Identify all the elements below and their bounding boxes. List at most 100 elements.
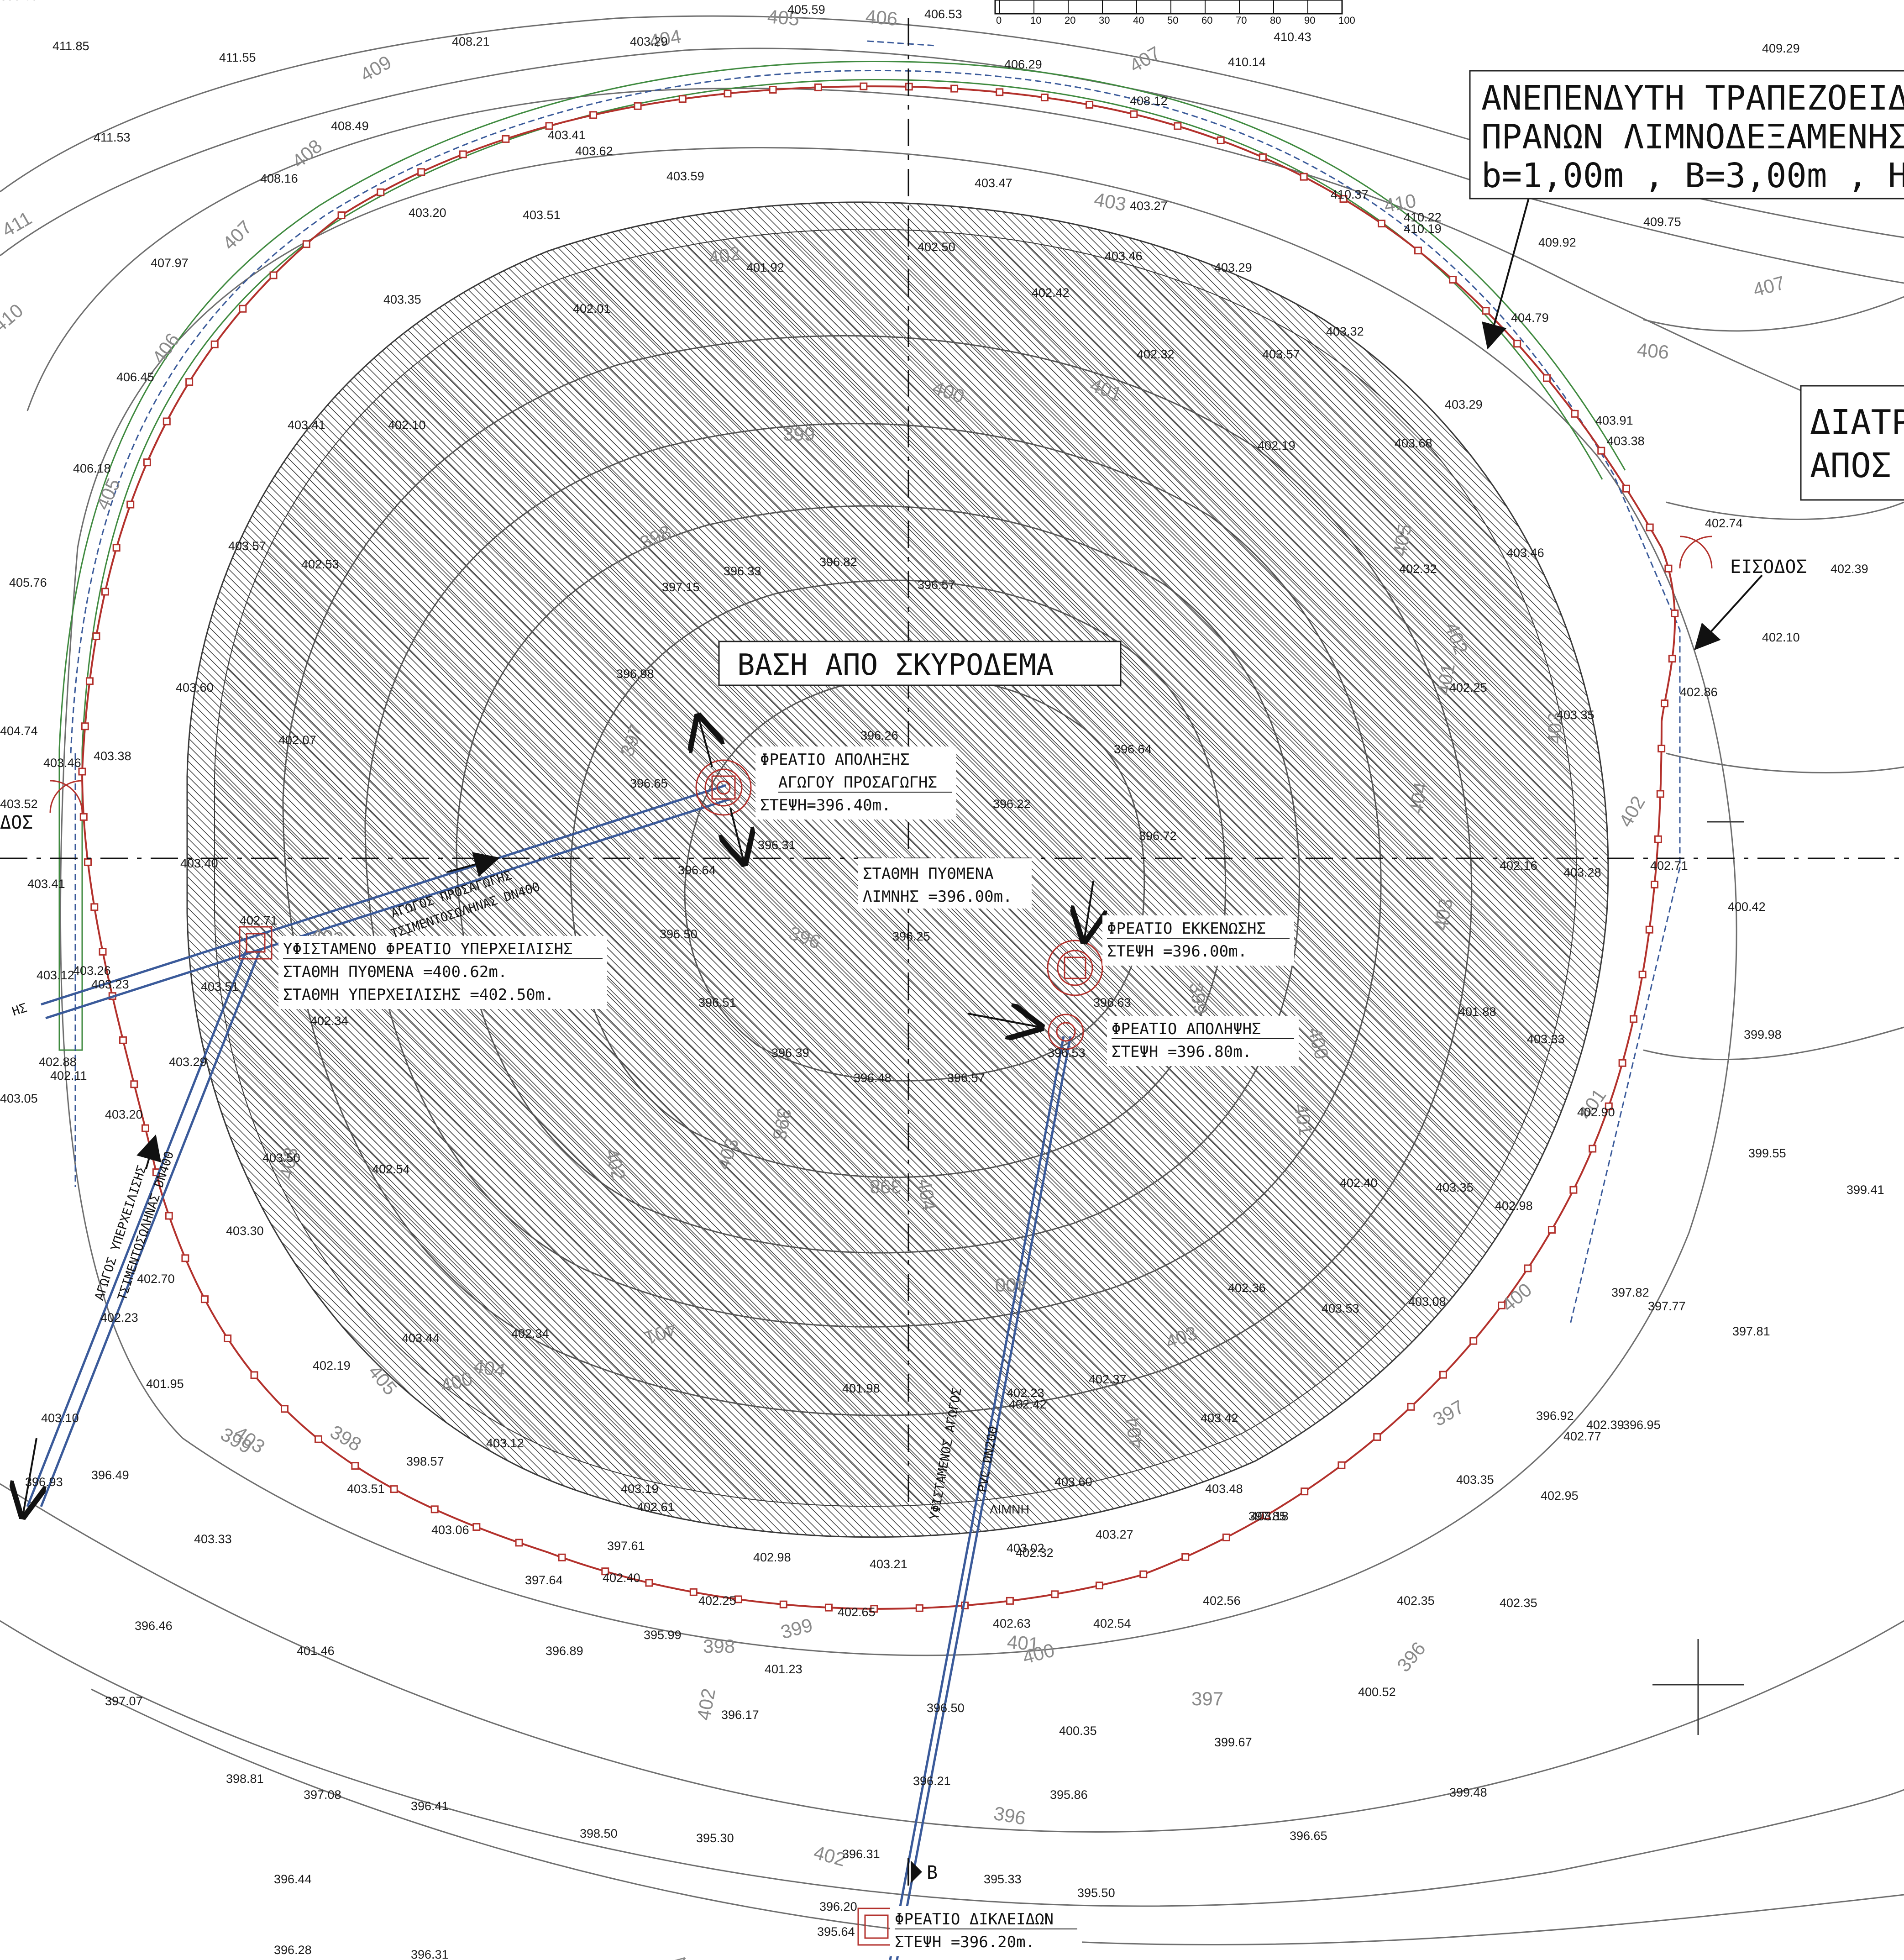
spot-height: 402.32	[1016, 1546, 1054, 1560]
crest-vertex	[724, 89, 732, 98]
crest-vertex	[417, 168, 425, 176]
spot-height: 396.20	[819, 1900, 857, 1913]
spot-height: 397.85	[1248, 1509, 1286, 1523]
crest-vertex	[824, 1603, 833, 1612]
crest-vertex	[430, 1505, 439, 1513]
crest-vertex	[210, 340, 219, 348]
spot-height: 402.23	[100, 1311, 138, 1324]
spot-height: 405.59	[787, 3, 825, 16]
crest-vertex	[1571, 410, 1579, 418]
spot-height: 402.39	[1586, 1418, 1624, 1432]
spot-height: 403.51	[347, 1482, 385, 1496]
crest-vertex	[1638, 970, 1647, 978]
spot-height: 403.52	[0, 797, 38, 811]
crest-vertex	[101, 588, 109, 596]
drain-pit-title: ΦΡΕΑΤΙΟ ΕΚΚΕΝΩΣΗΣ	[1107, 920, 1266, 938]
grid-crosses	[1652, 821, 1744, 1735]
crest-vertex	[1660, 699, 1668, 708]
contour-label: 402	[1615, 792, 1649, 830]
spot-height: 403.47	[975, 176, 1012, 190]
lake-bottom-line2: ΛΙΜΝΗΣ =396.00m.	[863, 888, 1012, 906]
crest-vertex	[377, 188, 385, 196]
spot-height: 396.72	[1139, 829, 1177, 843]
spot-height: 396.95	[1623, 1418, 1661, 1432]
spot-height: 396.82	[819, 555, 857, 569]
spot-height: 411.55	[219, 51, 256, 64]
spot-height: 402.74	[1705, 516, 1743, 530]
crest-vertex	[601, 1567, 609, 1576]
scale-tick-label: 90	[1304, 15, 1315, 26]
contour-label: 398	[870, 1176, 902, 1198]
spot-height: 402.98	[1495, 1199, 1533, 1213]
spot-height: 401.95	[146, 1377, 184, 1391]
spot-height: 401.98	[842, 1382, 880, 1395]
spot-height: 403.35	[383, 293, 421, 306]
spot-height: 402.54	[372, 1162, 410, 1176]
crest-vertex	[472, 1523, 481, 1531]
spot-height: 396.44	[274, 1872, 312, 1886]
spot-height: 402.34	[511, 1327, 549, 1340]
crest-vertex	[996, 88, 1004, 96]
spot-height: 402.10	[1762, 631, 1800, 644]
contour-label: 410	[0, 300, 27, 336]
spot-height: 407.97	[151, 256, 189, 270]
contour-label: 402	[693, 1687, 719, 1722]
contour-label: 400	[1498, 1279, 1536, 1316]
spot-height: 402.95	[1541, 1489, 1579, 1503]
crest-vertex	[85, 677, 94, 685]
spot-height: 410.19	[1404, 222, 1442, 236]
title-box: ΑΝΕΠΕΝΔΥΤΗ ΤΡΑΠΕΖΟΕΙΔ ΠΡΑΝΩΝ ΛΙΜΝΟΔΕΞΑΜΕ…	[1469, 70, 1904, 200]
spot-height: 403.38	[1607, 434, 1645, 448]
overflow-pit-line2: ΣΤΑΘΜΗ ΠΥΘΜΕΝΑ =400.62m.	[283, 963, 507, 981]
crest-vertex	[1630, 1015, 1638, 1023]
spot-height: 396.93	[25, 1475, 63, 1489]
spot-height: 402.42	[1032, 286, 1070, 300]
crest-vertex	[1645, 925, 1653, 934]
spot-height: 396.26	[860, 729, 898, 742]
spot-height: 403.51	[523, 208, 561, 222]
crest-vertex	[1513, 340, 1521, 348]
spot-height: 396.31	[842, 1847, 880, 1861]
crest-vertex	[81, 722, 89, 730]
contour-label: 408	[288, 135, 326, 172]
crest-vertex	[1407, 1403, 1415, 1411]
contour-label: 400	[995, 1274, 1027, 1296]
contour-label: 396	[1393, 1638, 1430, 1676]
spot-height: 410.43	[1274, 30, 1311, 44]
crest-vertex	[1217, 136, 1225, 144]
crest-vertex	[1181, 1553, 1190, 1561]
crest-vertex	[1301, 1487, 1309, 1496]
spot-height: 397.08	[304, 1788, 341, 1802]
spot-height: 403.91	[1595, 414, 1633, 427]
spot-height: 402.25	[698, 1594, 736, 1608]
scale-tick-label: 100	[1338, 15, 1355, 26]
spot-height: 403.30	[226, 1224, 264, 1238]
spot-height: 402.32	[1137, 347, 1175, 361]
valve-pit-title: ΦΡΕΑΤΙΟ ΔΙΚΛΕΙΔΩΝ	[895, 1910, 1054, 1928]
spot-height: 400.52	[1358, 1685, 1396, 1699]
crest-vertex	[1618, 1059, 1626, 1067]
spot-height: 402.56	[1203, 1594, 1241, 1608]
spot-height: 409.92	[1538, 236, 1576, 249]
spot-height: 397.82	[1611, 1286, 1649, 1299]
overflow-pit-title: ΥΦΙΣΤΑΜΕΝΟ ΦΡΕΑΤΙΟ ΥΠΕΡΧΕΙΛΙΣΗΣ	[283, 940, 573, 958]
crest-vertex	[1469, 1337, 1478, 1345]
spot-height: 396.64	[1114, 742, 1152, 756]
spot-height: 403.21	[870, 1557, 907, 1571]
spot-height: 402.98	[753, 1550, 791, 1564]
spot-height: 397.81	[1732, 1324, 1770, 1338]
crest-vertex	[1597, 447, 1605, 455]
crest-vertex	[769, 85, 777, 94]
spot-height: 406.29	[1004, 58, 1042, 71]
crest-vertex	[779, 1600, 787, 1608]
section-marker-b-text: B	[927, 1862, 938, 1883]
crest-vertex	[870, 1605, 878, 1613]
crest-vertex	[1605, 1102, 1613, 1110]
crest-vertex	[589, 111, 598, 119]
crest-vertex	[1338, 1461, 1346, 1469]
crest-vertex	[112, 544, 121, 552]
inlet-pit-symbol	[695, 759, 752, 816]
basin-contours	[282, 335, 1473, 1416]
crest-vertex	[1498, 1301, 1506, 1309]
contour-label: 396	[992, 1802, 1027, 1829]
